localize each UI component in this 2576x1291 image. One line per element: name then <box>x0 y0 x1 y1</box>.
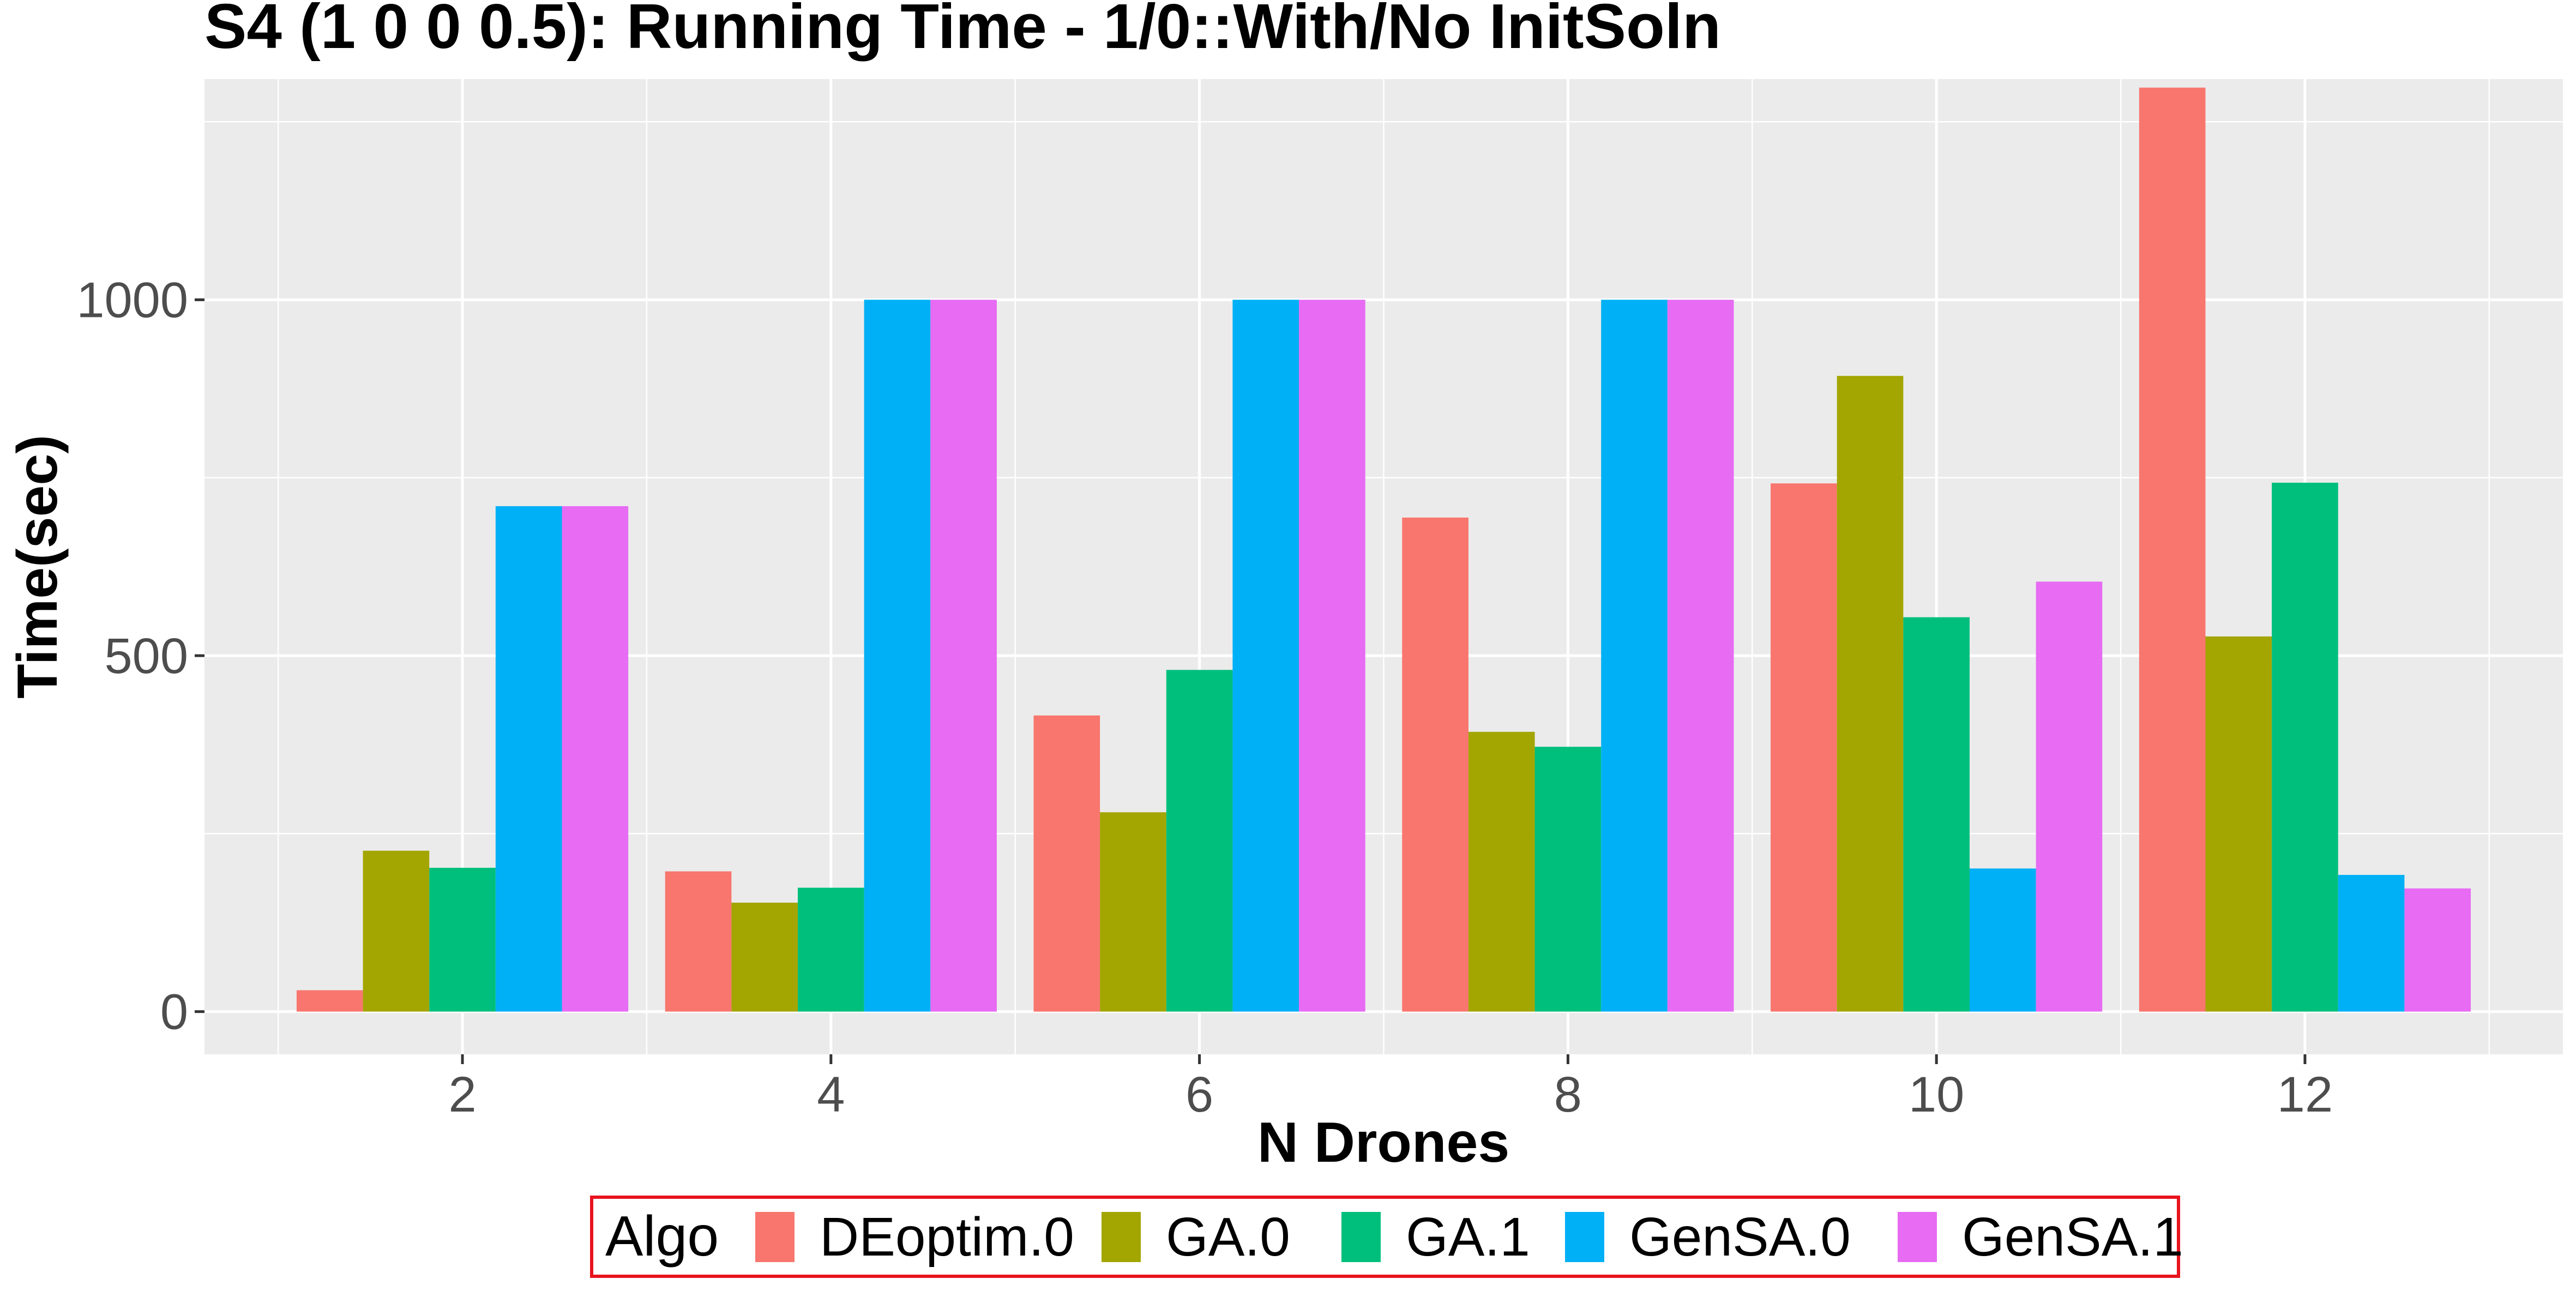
bar <box>2272 482 2338 1012</box>
bar <box>1299 299 1365 1012</box>
bar <box>665 871 732 1012</box>
bar <box>1601 299 1668 1012</box>
legend-box <box>590 1196 2180 1278</box>
bar <box>1166 670 1233 1012</box>
legend-swatch <box>1898 1212 1937 1262</box>
y-tick-label: 0 <box>160 984 188 1040</box>
y-tick-label: 1000 <box>76 273 188 328</box>
bar <box>1402 517 1468 1012</box>
legend-label: GenSA.0 <box>1629 1206 1851 1268</box>
bars <box>296 87 2471 1012</box>
bar <box>1468 731 1535 1012</box>
bar <box>2338 875 2405 1012</box>
y-tick-label: 500 <box>105 628 189 684</box>
x-tick-label: 12 <box>2277 1067 2333 1122</box>
bar <box>2036 581 2103 1012</box>
x-axis-title: N Drones <box>1257 1111 1509 1174</box>
legend: Algo DEoptim.0 GA.0 GA.1 GenSA.0 GenSA.1 <box>590 1196 2183 1278</box>
bar <box>1969 868 2036 1012</box>
bar <box>1837 376 1904 1012</box>
bar <box>1771 483 1837 1012</box>
legend-items: DEoptim.0 GA.0 GA.1 GenSA.0 GenSA.1 <box>755 1206 2183 1268</box>
bar <box>1534 747 1602 1012</box>
legend-title: Algo <box>605 1205 719 1268</box>
legend-swatch <box>1341 1212 1381 1262</box>
bar <box>296 990 363 1012</box>
bar <box>1903 617 1970 1012</box>
legend-swatch <box>1565 1212 1604 1262</box>
x-tick-label: 8 <box>1554 1067 1582 1122</box>
x-tick-label: 4 <box>817 1067 845 1122</box>
bar <box>2139 87 2206 1012</box>
bar <box>495 506 562 1012</box>
x-tick-label: 2 <box>448 1067 476 1122</box>
x-axis: 2 4 6 8 10 12 <box>448 1054 2333 1122</box>
x-tick-label: 10 <box>1909 1067 1964 1122</box>
bar <box>731 903 798 1012</box>
bar <box>1033 715 1100 1012</box>
bar <box>930 299 997 1012</box>
bar <box>798 887 864 1012</box>
bar <box>1232 299 1299 1012</box>
legend-swatch <box>755 1212 795 1262</box>
legend-label: GA.0 <box>1166 1206 1290 1268</box>
y-axis-title: Time(sec) <box>6 435 69 699</box>
bar <box>864 299 931 1012</box>
legend-label: GA.1 <box>1406 1206 1530 1268</box>
bar <box>429 868 496 1012</box>
bar <box>1667 299 1734 1012</box>
bar <box>363 850 430 1012</box>
bar <box>562 506 629 1012</box>
y-axis: 0 500 1000 <box>76 273 204 1040</box>
legend-swatch <box>1102 1212 1141 1262</box>
legend-label: DEoptim.0 <box>820 1206 1074 1268</box>
bar <box>2404 888 2471 1012</box>
bar <box>2205 636 2272 1012</box>
legend-label: GenSA.1 <box>1962 1206 2183 1268</box>
chart-title: S4 (1 0 0 0.5): Running Time - 1/0::With… <box>204 0 1721 62</box>
x-tick-label: 6 <box>1185 1067 1213 1122</box>
bar <box>1100 812 1166 1012</box>
